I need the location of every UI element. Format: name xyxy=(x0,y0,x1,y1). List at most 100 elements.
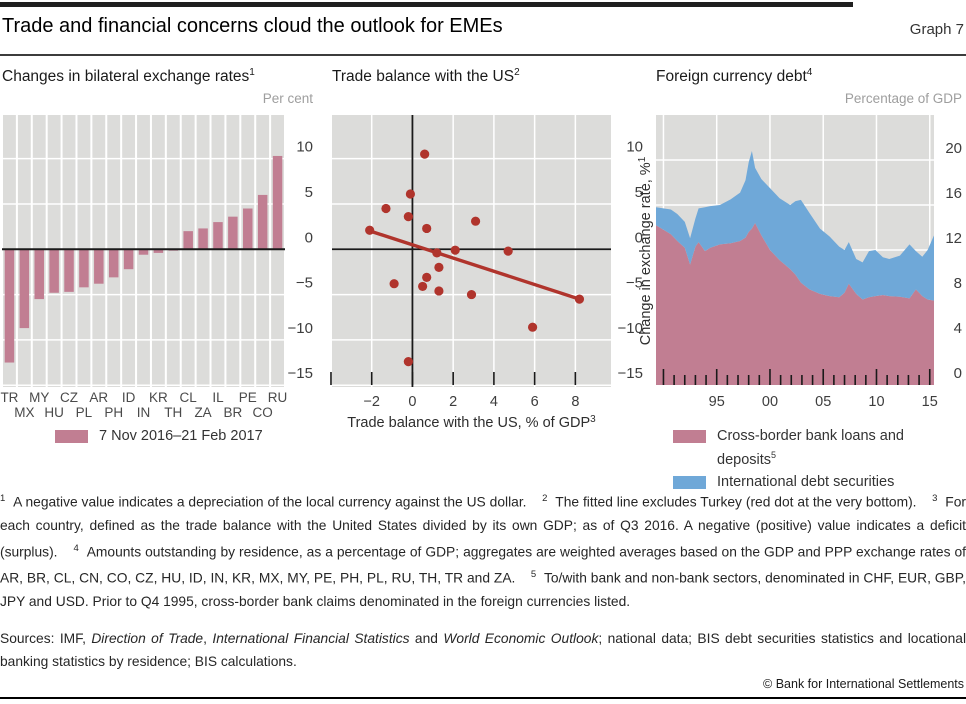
panel-title-foreign-currency-debt: Foreign currency debt4 xyxy=(656,67,813,86)
y-tick-label: −5 xyxy=(626,275,643,292)
y-tick-label: 0 xyxy=(635,229,643,246)
y-tick-label: 20 xyxy=(945,140,962,157)
x-tick-label: 05 xyxy=(815,394,831,410)
scatter-dot xyxy=(405,189,416,199)
x-tick-label: 00 xyxy=(762,394,778,410)
header: Trade and financial concerns cloud the o… xyxy=(0,15,966,51)
country-label: ID xyxy=(122,390,136,405)
x-tick-label: 2 xyxy=(449,394,457,410)
scatter-chart-trade-balance: −2 0 2 4 6 8 −15 −10 −5 0 5 10 Trade balance with th… xyxy=(330,115,654,431)
legend-label: Cross-border bank loans and deposits5 xyxy=(717,428,904,468)
panel-title-exchange-rates: Changes in bilateral exchange rates1 xyxy=(2,67,255,86)
bottom-rule xyxy=(0,697,966,699)
legend-entry: 7 Nov 2016–21 Feb 2017 xyxy=(55,427,325,446)
country-label: IL xyxy=(212,390,224,405)
y-tick-label: 4 xyxy=(954,320,962,337)
unit-label-percentage-of-gdp: Percentage of GDP xyxy=(844,91,962,106)
bar-MY xyxy=(34,249,44,300)
country-label: PL xyxy=(76,405,93,420)
x-tick-label: 95 xyxy=(709,394,725,410)
y-tick-label: 8 xyxy=(954,275,962,292)
y-tick-label: −10 xyxy=(618,320,643,337)
scatter-dot xyxy=(527,322,538,332)
graph-number-label: Graph 7 xyxy=(909,21,964,38)
y-tick-label: −15 xyxy=(618,365,643,382)
scatter-dot xyxy=(420,149,430,159)
bar-CL xyxy=(183,231,193,250)
bar-CO xyxy=(257,194,268,250)
scatter-dot xyxy=(470,216,481,226)
x-axis-title: Trade balance with the US, % of GDP3 xyxy=(347,414,596,431)
chart-panels: Changes in bilateral exchange rates1 Per… xyxy=(0,62,966,490)
y-tick-label: −15 xyxy=(288,365,313,382)
plot-background xyxy=(332,115,611,387)
legend-entry: International debt securities xyxy=(673,473,966,492)
bar-CZ xyxy=(64,249,74,292)
country-label: IN xyxy=(137,405,151,420)
legend-exchange-rates: 7 Nov 2016–21 Feb 2017 xyxy=(55,427,325,446)
sources: Sources: IMF, Direction of Trade, Intern… xyxy=(0,631,966,669)
area-debt-securities xyxy=(656,151,934,301)
bar-TR xyxy=(4,249,15,363)
scatter-dot xyxy=(450,245,460,255)
legend-label: International debt securities xyxy=(717,473,895,490)
country-label: BR xyxy=(223,405,242,420)
x-tick-label: 10 xyxy=(868,394,884,410)
country-label: HU xyxy=(44,405,64,420)
country-label: CL xyxy=(180,390,198,405)
country-label: PH xyxy=(104,405,123,420)
country-label: PE xyxy=(239,390,257,405)
y-tick-label: 5 xyxy=(305,184,313,201)
country-label: KR xyxy=(149,390,168,405)
page-title: Trade and financial concerns cloud the o… xyxy=(2,15,503,37)
unit-label-per-cent: Per cent xyxy=(262,91,313,106)
rose-legend-swatch xyxy=(673,430,706,443)
bar-ID xyxy=(123,249,134,270)
y-tick-label: −10 xyxy=(288,320,313,337)
scatter-dot xyxy=(466,289,477,300)
panel-exchange-rates: Changes in bilateral exchange rates1 Per… xyxy=(0,62,325,449)
panel-trade-balance: Trade balance with the US2 −2 0 2 4 6 8 −15 −10… xyxy=(325,62,657,440)
bar-IL xyxy=(213,222,223,250)
bar-AR xyxy=(94,249,104,284)
fitted-line xyxy=(367,228,580,301)
country-label: CO xyxy=(253,405,273,420)
country-label: CZ xyxy=(60,390,78,405)
scatter-dot xyxy=(434,286,444,296)
scatter-dot xyxy=(503,246,513,256)
x-tick-label: 15 xyxy=(922,394,938,410)
y-tick-label: 12 xyxy=(945,230,962,247)
legend-label: 7 Nov 2016–21 Feb 2017 xyxy=(99,428,263,444)
y-tick-label: 10 xyxy=(296,139,313,156)
scatter-dot xyxy=(381,203,391,214)
x-tick-label: 0 xyxy=(408,394,416,410)
copyright: © Bank for International Settlements xyxy=(763,677,964,691)
country-label: AR xyxy=(89,390,108,405)
y-tick-label: 5 xyxy=(635,184,643,201)
x-tick-label: 4 xyxy=(490,394,498,410)
scatter-dot xyxy=(403,357,413,367)
unit-label-blank xyxy=(325,91,657,110)
bar-BR xyxy=(228,216,238,250)
bar-ZA xyxy=(198,228,208,250)
scatter-dot xyxy=(418,281,428,292)
y-tick-label: 16 xyxy=(945,185,962,202)
top-divider-bar xyxy=(0,2,853,7)
y-tick-label: 0 xyxy=(305,229,313,246)
area-chart-foreign-currency-debt: 95 00 05 10 15 0 4 8 12 16 20 xyxy=(656,115,962,410)
bar-IN xyxy=(138,249,149,255)
bar-PH xyxy=(108,249,119,278)
country-label: TR xyxy=(0,390,18,405)
country-label: ZA xyxy=(194,405,211,420)
rose-legend-swatch xyxy=(55,430,88,443)
bar-RU xyxy=(272,155,283,250)
blue-legend-swatch xyxy=(673,475,706,489)
bar-HU xyxy=(49,249,59,293)
x-tick-label: 6 xyxy=(531,394,539,410)
y-tick-label: −5 xyxy=(296,275,313,292)
footnotes: 1 A negative value indicates a depreciat… xyxy=(0,493,966,609)
legend-entry: Cross-border bank loans and deposits5 xyxy=(673,427,966,470)
header-rule xyxy=(0,54,966,56)
panel-title-trade-balance: Trade balance with the US2 xyxy=(332,67,520,86)
